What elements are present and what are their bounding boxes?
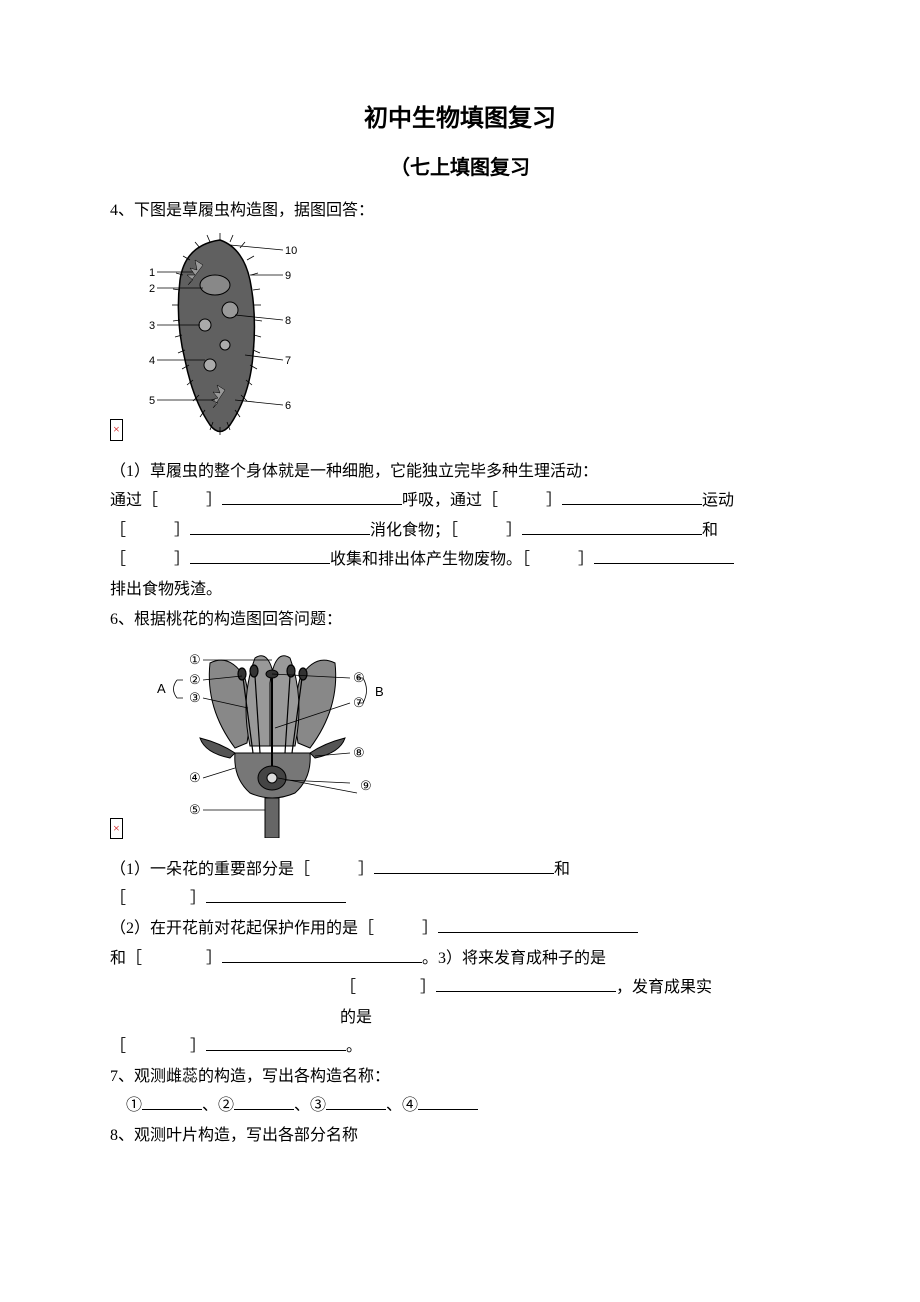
blank-field[interactable] bbox=[234, 1094, 294, 1110]
blank-field[interactable] bbox=[436, 976, 616, 992]
paramecium-figure-row: × bbox=[110, 230, 810, 449]
q6-p4: ［ ］ 。 bbox=[110, 1034, 810, 1060]
q6-p1b-text: 和 bbox=[554, 861, 570, 878]
blank-field[interactable] bbox=[222, 947, 422, 963]
flower-label-2: ② bbox=[189, 672, 201, 687]
paramecium-label-6: 6 bbox=[285, 400, 291, 412]
flower-label-3: ③ bbox=[189, 690, 201, 705]
blank-field[interactable] bbox=[206, 887, 346, 903]
blank-field[interactable] bbox=[206, 1035, 346, 1051]
q6-p2c-text: 。3）将来发育成种子的是 bbox=[422, 950, 606, 967]
q6-p1c-text: ［ ］ bbox=[110, 890, 206, 907]
q4-intro: 4、下图是草履虫构造图，据图回答： bbox=[110, 198, 810, 224]
q6-p1c: ［ ］ bbox=[110, 886, 810, 912]
q6-p2a: （2）在开花前对花起保护作用的是［ ］ bbox=[110, 916, 810, 942]
q4-line2-prefix: 通过［ ］ bbox=[110, 492, 222, 509]
page-subtitle: （七上填图复习 bbox=[110, 152, 810, 184]
q7-3: 、③ bbox=[294, 1097, 326, 1114]
blank-field[interactable] bbox=[374, 858, 554, 874]
q4-line1: （1）草履虫的整个身体就是一种细胞，它能独立完毕多种生理活动： bbox=[110, 459, 810, 485]
q4-line2: 通过［ ］ 呼吸，通过［ ］ 运动 bbox=[110, 488, 810, 514]
q4-line3-mid: 消化食物；［ ］ bbox=[370, 522, 522, 539]
paramecium-label-9: 9 bbox=[285, 270, 291, 282]
blank-field[interactable] bbox=[190, 548, 330, 564]
paramecium-label-5: 5 bbox=[149, 395, 155, 407]
blank-field[interactable] bbox=[594, 548, 734, 564]
q4-line4-mid: 收集和排出体产生物废物。［ ］ bbox=[330, 551, 594, 568]
page-title: 初中生物填图复习 bbox=[110, 100, 810, 138]
flower-label-5: ⑤ bbox=[189, 802, 201, 817]
q6-p3a: ［ ］ ，发育成果实 bbox=[110, 975, 810, 1001]
flower-label-6: ⑥ bbox=[353, 670, 365, 685]
blank-field[interactable] bbox=[438, 917, 638, 933]
q4-line3-suffix: 和 bbox=[702, 522, 718, 539]
q7-intro: 7、观测雌蕊的构造，写出各构造名称： bbox=[110, 1064, 810, 1090]
paramecium-label-10: 10 bbox=[285, 245, 297, 257]
blank-field[interactable] bbox=[522, 519, 702, 535]
flower-label-A: A bbox=[157, 681, 166, 696]
blank-field[interactable] bbox=[326, 1094, 386, 1110]
q7-2: 、② bbox=[202, 1097, 234, 1114]
q6-p3a-text: ［ ］ bbox=[340, 979, 436, 996]
blank-field[interactable] bbox=[418, 1094, 478, 1110]
q8-intro: 8、观测叶片构造，写出各部分名称 bbox=[110, 1123, 810, 1149]
flower-label-7: ⑦ bbox=[353, 695, 365, 710]
paramecium-label-4: 4 bbox=[149, 355, 155, 367]
flower-label-8: ⑧ bbox=[353, 745, 365, 760]
blank-field[interactable] bbox=[562, 489, 702, 505]
paramecium-label-7: 7 bbox=[285, 355, 291, 367]
flower-label-1: ① bbox=[189, 652, 201, 667]
q4-line5: 排出食物残渣。 bbox=[110, 577, 810, 603]
q4-line4: ［ ］ 收集和排出体产生物废物。［ ］ bbox=[110, 547, 810, 573]
q6-p1a: （1）一朵花的重要部分是［ ］ 和 bbox=[110, 857, 810, 883]
q6-p1a-text: （1）一朵花的重要部分是［ ］ bbox=[110, 861, 374, 878]
q6-p2b-text: 和［ ］ bbox=[110, 950, 222, 967]
q4-line2-suffix: 运动 bbox=[702, 492, 734, 509]
flower-label-B: B bbox=[375, 684, 384, 699]
q7-4: 、④ bbox=[386, 1097, 418, 1114]
blank-field[interactable] bbox=[142, 1094, 202, 1110]
q6-p4a-text: ［ ］ bbox=[110, 1038, 206, 1055]
q4-line4-prefix: ［ ］ bbox=[110, 551, 190, 568]
paramecium-diagram: 1 2 3 4 5 10 9 8 7 6 bbox=[135, 230, 305, 449]
flower-figure-row: × bbox=[110, 638, 810, 847]
flower-diagram: ① ② ③ ④ ⑤ ⑥ ⑦ ⑧ ⑨ A B bbox=[135, 638, 425, 847]
paramecium-label-1: 1 bbox=[149, 267, 155, 279]
q6-p2a-text: （2）在开花前对花起保护作用的是［ ］ bbox=[110, 920, 438, 937]
paramecium-label-8: 8 bbox=[285, 315, 291, 327]
blank-field[interactable] bbox=[222, 489, 402, 505]
q6-p3c: 的是 bbox=[110, 1005, 810, 1031]
q6-p3b-text: ，发育成果实 bbox=[616, 979, 712, 996]
q6-intro: 6、根据桃花的构造图回答问题： bbox=[110, 607, 810, 633]
flower-label-4: ④ bbox=[189, 770, 201, 785]
q4-line2-mid: 呼吸，通过［ ］ bbox=[402, 492, 562, 509]
flower-label-9: ⑨ bbox=[360, 778, 372, 793]
q6-p4b-text: 。 bbox=[346, 1038, 362, 1055]
paramecium-label-3: 3 bbox=[149, 320, 155, 332]
broken-image-icon: × bbox=[110, 419, 123, 440]
q6-p2b: 和［ ］ 。3）将来发育成种子的是 bbox=[110, 946, 810, 972]
blank-field[interactable] bbox=[190, 519, 370, 535]
q4-line3: ［ ］ 消化食物；［ ］ 和 bbox=[110, 518, 810, 544]
paramecium-label-2: 2 bbox=[149, 283, 155, 295]
q7-line: ① 、② 、③ 、④ bbox=[110, 1093, 810, 1119]
q7-1: ① bbox=[110, 1097, 142, 1114]
q4-line3-prefix: ［ ］ bbox=[110, 522, 190, 539]
broken-image-icon: × bbox=[110, 818, 123, 839]
